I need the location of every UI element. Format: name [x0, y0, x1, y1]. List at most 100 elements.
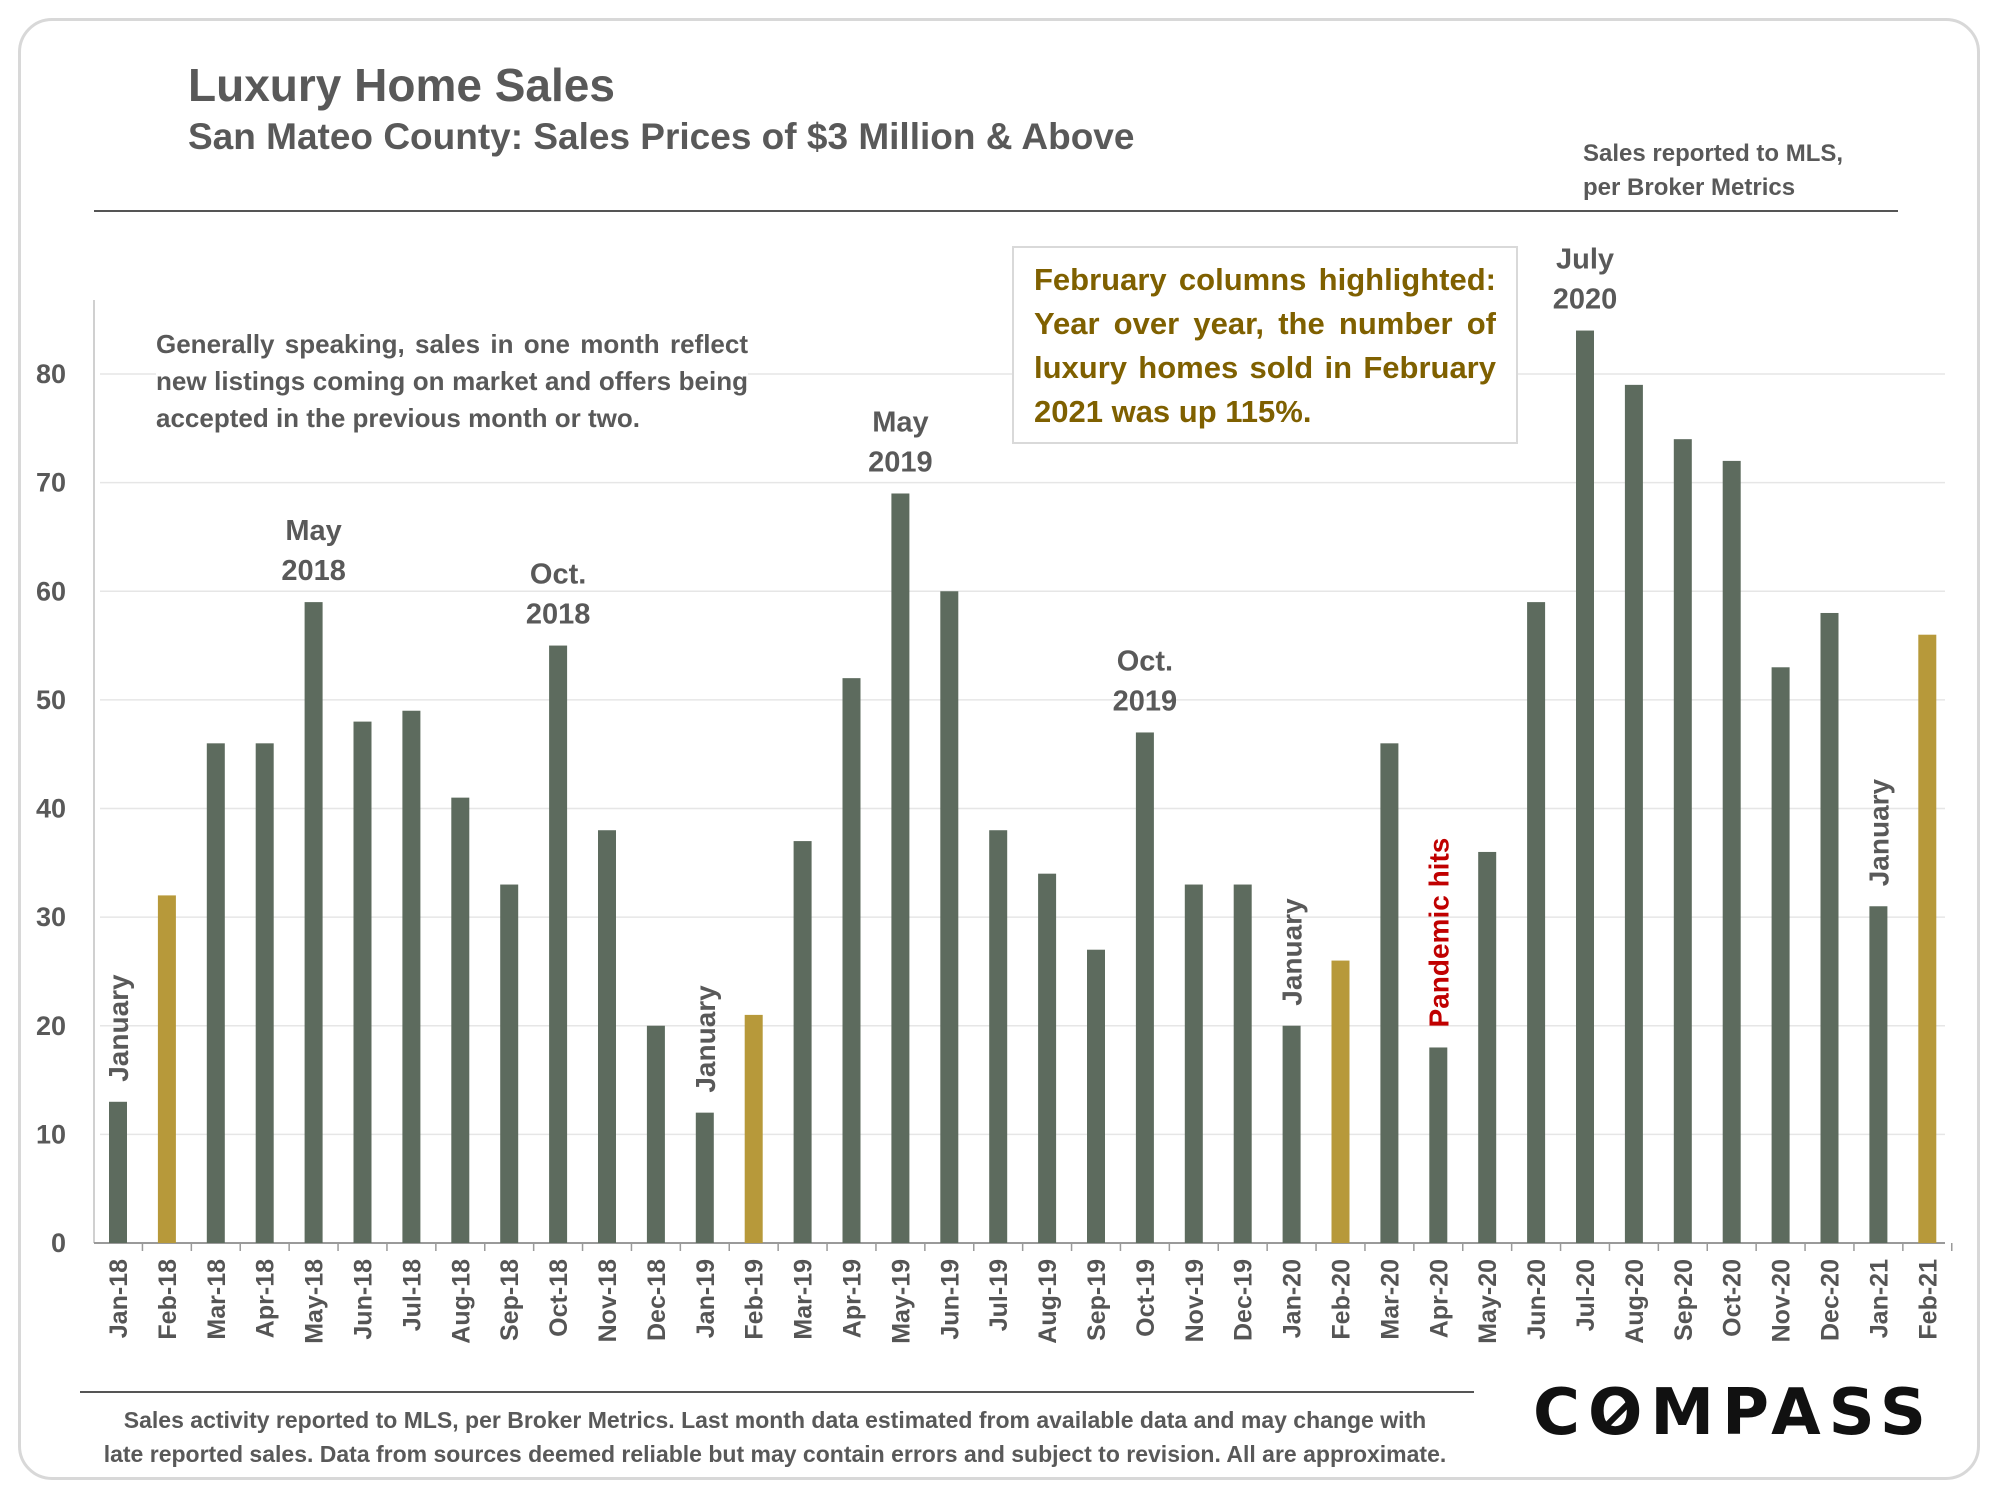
x-tick-label: Mar-19: [790, 1259, 818, 1340]
january-annotation: January: [1863, 778, 1894, 886]
y-tick-label: 10: [36, 1119, 66, 1149]
bar-sep-18: [500, 884, 519, 1243]
x-tick-label: Jan-19: [692, 1259, 720, 1338]
january-annotation: January: [103, 974, 134, 1082]
bar-jan-19: [695, 1112, 714, 1243]
bar-feb-20: [1331, 960, 1350, 1243]
chart-frame: [18, 18, 1980, 1480]
bar-sep-20: [1673, 439, 1692, 1243]
x-tick-label: Oct-20: [1719, 1259, 1747, 1337]
y-tick-label: 50: [36, 685, 66, 715]
bar-aug-20: [1624, 384, 1643, 1243]
y-tick-label: 40: [36, 794, 66, 824]
y-tick-label: 0: [51, 1228, 66, 1258]
x-tick-label: Feb-18: [154, 1259, 182, 1340]
logo-slash: [1605, 1398, 1634, 1428]
x-tick-label: Feb-19: [741, 1259, 769, 1340]
y-tick-label: 60: [36, 576, 66, 606]
x-tick-label: Apr-19: [839, 1259, 867, 1338]
peak-annotation: May: [285, 515, 341, 547]
x-tick-label: Mar-18: [203, 1259, 231, 1340]
chart-subtitle: San Mateo County: Sales Prices of $3 Mil…: [188, 116, 1135, 157]
x-tick-label: Jul-18: [398, 1259, 426, 1331]
footer-rule: [80, 1391, 1474, 1393]
x-tick-label: Oct-18: [545, 1259, 573, 1337]
bar-aug-18: [451, 797, 470, 1243]
peak-annotation: 2019: [868, 446, 933, 478]
x-tick-label: Aug-20: [1621, 1259, 1649, 1344]
compass-logo: COMPASS: [1533, 1376, 1934, 1450]
left-note: Generally speaking, sales in one month r…: [156, 322, 748, 441]
source-note: Sales reported to MLS, per Broker Metric…: [1583, 137, 1903, 205]
x-tick-label: Nov-20: [1768, 1259, 1796, 1342]
y-tick-label: 30: [36, 902, 66, 932]
bar-jun-18: [353, 721, 372, 1243]
january-annotation: January: [1277, 898, 1308, 1006]
bar-dec-20: [1820, 612, 1839, 1243]
x-tick-label: May-20: [1474, 1259, 1502, 1344]
bar-feb-18: [157, 895, 176, 1243]
x-tick-label: May-18: [301, 1259, 329, 1344]
y-tick-label: 20: [36, 1011, 66, 1041]
bar-dec-19: [1233, 884, 1252, 1243]
header-rule: [94, 210, 1898, 212]
x-tick-label: Mar-20: [1376, 1259, 1404, 1340]
x-tick-label: Sep-20: [1670, 1259, 1698, 1341]
bar-jan-21: [1869, 906, 1888, 1243]
peak-annotation: 2019: [1113, 685, 1178, 717]
bar-mar-18: [206, 743, 225, 1243]
x-tick-label: Sep-18: [496, 1259, 524, 1341]
footer-line2: late reported sales. Data from sources d…: [103, 1441, 1447, 1467]
y-tick-label: 80: [36, 359, 66, 389]
bar-feb-19: [744, 1014, 763, 1243]
bar-jul-18: [402, 710, 421, 1243]
bar-nov-20: [1771, 667, 1790, 1243]
bar-oct-19: [1135, 732, 1154, 1243]
footer-line1: Sales activity reported to MLS, per Brok…: [123, 1407, 1427, 1433]
bar-jul-19: [989, 830, 1008, 1243]
bar-may-19: [891, 493, 910, 1243]
x-tick-label: Nov-18: [594, 1259, 622, 1342]
bar-oct-20: [1722, 460, 1741, 1243]
peak-annotation: Oct.: [1117, 645, 1173, 677]
x-tick-label: Jun-19: [936, 1259, 964, 1340]
peak-annotation: 2020: [1553, 284, 1618, 316]
bar-aug-19: [1038, 873, 1057, 1243]
bar-jan-18: [109, 1101, 127, 1243]
peak-annotation: May: [872, 406, 928, 438]
bar-jun-20: [1527, 602, 1546, 1243]
bar-mar-20: [1380, 743, 1399, 1243]
x-tick-label: Dec-19: [1230, 1259, 1258, 1341]
x-tick-label: Jun-18: [350, 1259, 378, 1340]
x-tick-label: Jan-20: [1279, 1259, 1307, 1338]
bar-dec-18: [646, 1025, 665, 1243]
x-tick-label: Dec-20: [1817, 1259, 1845, 1341]
bar-nov-19: [1184, 884, 1203, 1243]
source-note-line1: Sales reported to MLS,: [1583, 140, 1844, 167]
x-tick-label: May-19: [887, 1259, 915, 1344]
peak-annotation: July: [1556, 244, 1614, 276]
pandemic-annotation: Pandemic hits: [1423, 838, 1454, 1028]
bar-mar-19: [793, 841, 812, 1243]
x-tick-label: Apr-18: [252, 1259, 280, 1338]
x-tick-label: Dec-18: [643, 1259, 671, 1341]
x-tick-label: Jun-20: [1523, 1259, 1551, 1340]
bar-may-20: [1478, 851, 1497, 1243]
x-tick-label: Jan-18: [105, 1259, 133, 1338]
x-tick-label: Jan-21: [1865, 1259, 1893, 1338]
bar-jun-19: [940, 591, 959, 1243]
y-tick-label: 70: [36, 468, 66, 498]
x-tick-label: Oct-19: [1132, 1259, 1160, 1337]
x-tick-label: Jul-19: [985, 1259, 1013, 1331]
x-tick-label: Feb-20: [1328, 1259, 1356, 1340]
x-tick-label: Jul-20: [1572, 1259, 1600, 1331]
x-tick-label: Feb-21: [1914, 1259, 1942, 1340]
bar-apr-20: [1429, 1047, 1448, 1243]
peak-annotation: Oct.: [530, 559, 586, 591]
bar-oct-18: [549, 645, 568, 1243]
bar-apr-19: [842, 678, 861, 1243]
bar-jul-20: [1576, 330, 1594, 1243]
x-tick-label: Nov-19: [1181, 1259, 1209, 1342]
bar-apr-18: [255, 743, 274, 1243]
